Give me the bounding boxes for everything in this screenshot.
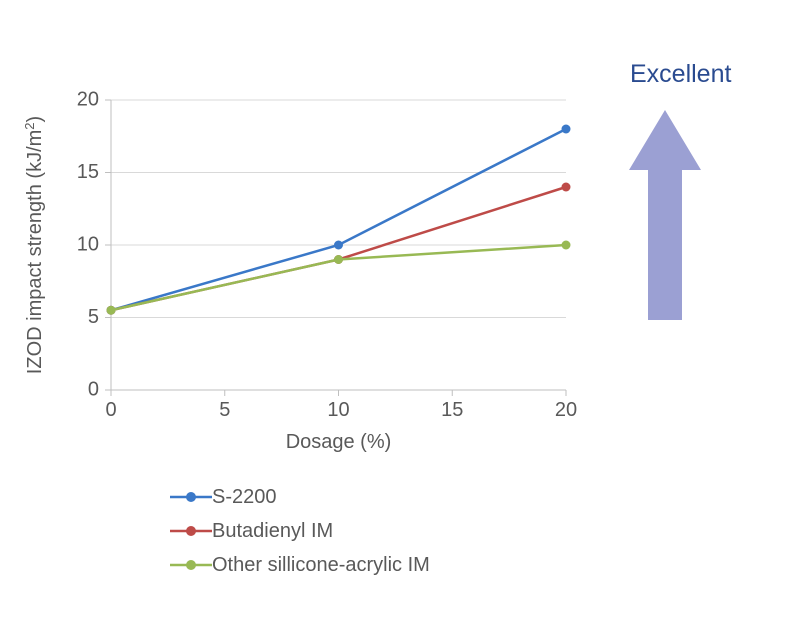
chart-container: 0 5 10 15 20 0 5 10 15 20 Dosage (%) IZOD impact st… (0, 0, 800, 622)
series-marker-0 (562, 125, 571, 134)
y-axis-label: IZOD impact strength (kJ/m2) (22, 116, 47, 374)
x-tick-label: 15 (441, 399, 463, 421)
series-marker-2 (562, 241, 571, 250)
series-marker-2 (334, 255, 343, 264)
x-tick-label: 10 (327, 399, 349, 421)
legend-item: Butadienyl IM (170, 514, 430, 548)
y-tick-label: 15 (77, 161, 99, 183)
annotation-excellent: Excellent (630, 60, 731, 89)
legend-item: S-2200 (170, 480, 430, 514)
series-marker-1 (562, 183, 571, 192)
legend-swatch (170, 486, 212, 508)
y-tick-label: 20 (77, 88, 99, 110)
x-tick-label: 5 (219, 399, 230, 421)
x-tick-label: 20 (555, 399, 577, 421)
x-axis-label: Dosage (%) (286, 431, 392, 453)
x-tick-label: 0 (105, 399, 116, 421)
legend-label: S-2200 (212, 486, 277, 509)
y-tick-label: 0 (88, 378, 99, 400)
legend-item: Other sillicone-acrylic IM (170, 548, 430, 582)
y-tick-label: 10 (77, 233, 99, 255)
legend-swatch (170, 520, 212, 542)
legend: S-2200 Butadienyl IM Other sillicone-acryl… (170, 480, 430, 582)
legend-label: Other sillicone-acrylic IM (212, 554, 430, 577)
series-marker-0 (334, 241, 343, 250)
legend-label: Butadienyl IM (212, 520, 333, 543)
y-tick-label: 5 (88, 306, 99, 328)
series-marker-2 (107, 306, 116, 315)
legend-swatch (170, 554, 212, 576)
